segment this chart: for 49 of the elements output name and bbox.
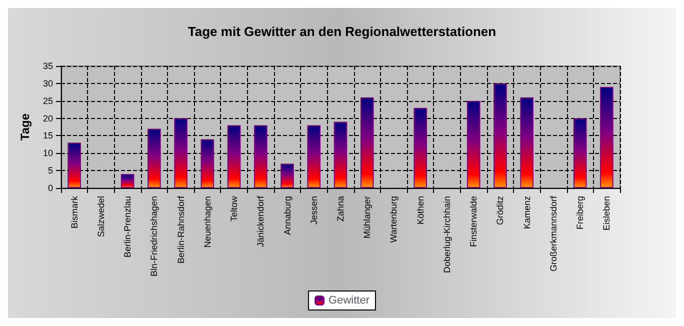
- y-tick-label: 30: [42, 78, 53, 88]
- x-tick-label: Doberlug-Kirchhain: [442, 196, 452, 274]
- x-tick-label: Mühlanger: [362, 196, 372, 239]
- x-tick-label: Köthen: [415, 196, 426, 225]
- bar: [600, 86, 614, 188]
- bar: [414, 108, 428, 188]
- y-tick-label: 20: [42, 113, 53, 124]
- x-tick-label: Wartenburg: [388, 196, 399, 243]
- bar: [174, 118, 188, 188]
- bar: [520, 97, 534, 188]
- bar: [573, 118, 587, 188]
- bar: [227, 125, 241, 188]
- y-tick-label: 25: [42, 96, 53, 106]
- bar: [68, 142, 81, 188]
- bar: [148, 128, 161, 188]
- y-tick-label: 35: [42, 61, 53, 71]
- y-axis-title: Tage: [18, 113, 32, 141]
- bar: [307, 125, 321, 188]
- y-tick-label: 10: [42, 148, 53, 158]
- x-tick-label: Großerkmannsdorf: [548, 196, 558, 272]
- bar: [466, 100, 480, 188]
- x-tick-label: Finsterwalde: [468, 196, 479, 248]
- y-tick-label: 5: [48, 166, 53, 176]
- y-tick-label: 15: [42, 130, 53, 141]
- x-tick-label: Salzwedel: [96, 196, 106, 238]
- bar: [254, 125, 268, 188]
- bar: [120, 174, 134, 188]
- x-tick-label: Kamenz: [522, 196, 532, 230]
- bar: [280, 164, 294, 188]
- legend-label: Gewitter: [328, 294, 370, 306]
- x-tick-label: Jänickendorf: [256, 196, 266, 248]
- x-tick-label: Zahna: [336, 196, 346, 222]
- x-tick-label: Freiberg: [575, 196, 586, 230]
- x-tick-label: Neuenhagen: [202, 196, 212, 248]
- bar: [334, 122, 348, 188]
- x-tick-label: Bismark: [69, 196, 80, 229]
- x-tick-label: Berlin-Prenzlau: [122, 196, 133, 258]
- x-tick-label: Eisleben: [602, 196, 612, 231]
- bar: [360, 97, 374, 188]
- x-tick-label: Berlin-Rahnsdorf: [176, 196, 186, 264]
- x-tick-label: Annaburg: [282, 196, 292, 236]
- y-tick-label: 0: [48, 183, 53, 193]
- x-tick-label: Gröditz: [495, 196, 506, 226]
- x-tick-label: Teltow: [229, 196, 240, 222]
- chart-title: Tage mit Gewitter an den Regionalwetterstationen: [188, 24, 496, 39]
- x-tick-label: Jessen: [308, 196, 319, 225]
- bar: [200, 139, 214, 188]
- x-tick-label: Bln-Friedrichshagen: [149, 196, 160, 277]
- bar: [494, 83, 507, 188]
